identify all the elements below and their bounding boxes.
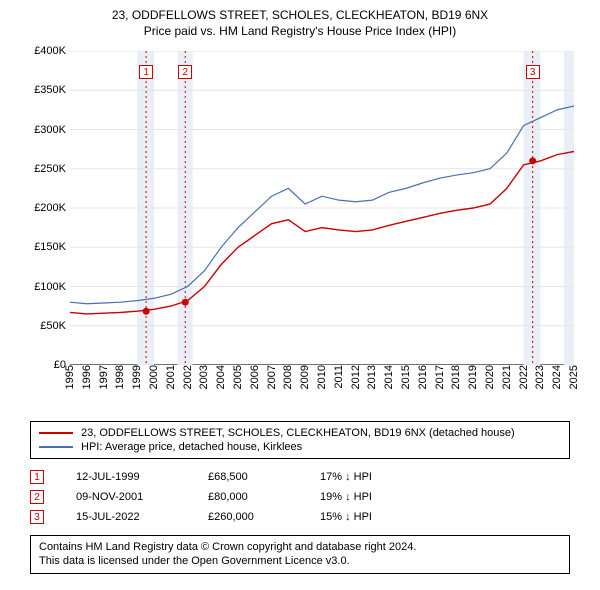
x-axis-label: 2025 bbox=[568, 365, 580, 405]
attribution: Contains HM Land Registry data © Crown c… bbox=[30, 535, 570, 574]
sale-marker-2: 2 bbox=[30, 490, 44, 504]
x-axis-label: 2008 bbox=[282, 365, 294, 405]
sale-date: 09-NOV-2001 bbox=[76, 491, 176, 503]
legend-item: HPI: Average price, detached house, Kirk… bbox=[39, 440, 561, 454]
x-axis-label: 2005 bbox=[232, 365, 244, 405]
legend-item: 23, ODDFELLOWS STREET, SCHOLES, CLECKHEA… bbox=[39, 426, 561, 440]
x-axis-label: 2003 bbox=[198, 365, 210, 405]
x-axis-label: 1999 bbox=[131, 365, 143, 405]
x-axis-label: 2011 bbox=[333, 365, 345, 405]
sale-pct-vs-hpi: 17% ↓ HPI bbox=[320, 471, 440, 483]
x-axis-label: 1996 bbox=[81, 365, 93, 405]
x-axis-label: 1997 bbox=[98, 365, 110, 405]
sale-date: 15-JUL-2022 bbox=[76, 511, 176, 523]
legend-label: 23, ODDFELLOWS STREET, SCHOLES, CLECKHEA… bbox=[81, 427, 515, 439]
sale-pct-vs-hpi: 15% ↓ HPI bbox=[320, 511, 440, 523]
chart-title-line2: Price paid vs. HM Land Registry's House … bbox=[8, 24, 592, 40]
chart-svg bbox=[70, 51, 574, 365]
x-axis-label: 2006 bbox=[249, 365, 261, 405]
y-axis-label: £100K bbox=[20, 281, 66, 293]
x-axis-label: 2021 bbox=[501, 365, 513, 405]
sale-price: £260,000 bbox=[208, 511, 288, 523]
x-axis-label: 2019 bbox=[467, 365, 479, 405]
sales-table: 1 12-JUL-1999 £68,500 17% ↓ HPI 2 09-NOV-2001… bbox=[30, 467, 570, 527]
x-axis-label: 2023 bbox=[534, 365, 546, 405]
x-axis-label: 1995 bbox=[64, 365, 76, 405]
sale-marker-1: 1 bbox=[30, 470, 44, 484]
x-axis-label: 2017 bbox=[434, 365, 446, 405]
sale-marker-1: 1 bbox=[139, 65, 153, 79]
x-axis-label: 2012 bbox=[350, 365, 362, 405]
x-axis-label: 2010 bbox=[316, 365, 328, 405]
y-axis-label: £400K bbox=[20, 45, 66, 57]
sale-marker-2: 2 bbox=[178, 65, 192, 79]
x-axis-label: 2020 bbox=[484, 365, 496, 405]
sale-pct-vs-hpi: 19% ↓ HPI bbox=[320, 491, 440, 503]
sale-date: 12-JUL-1999 bbox=[76, 471, 176, 483]
legend: 23, ODDFELLOWS STREET, SCHOLES, CLECKHEA… bbox=[30, 421, 570, 459]
sale-row: 2 09-NOV-2001 £80,000 19% ↓ HPI bbox=[30, 487, 570, 507]
x-axis-label: 2004 bbox=[215, 365, 227, 405]
y-axis-label: £200K bbox=[20, 202, 66, 214]
sale-row: 3 15-JUL-2022 £260,000 15% ↓ HPI bbox=[30, 507, 570, 527]
x-axis-label: 2007 bbox=[266, 365, 278, 405]
x-axis-label: 2024 bbox=[551, 365, 563, 405]
x-axis-label: 2022 bbox=[518, 365, 530, 405]
legend-label: HPI: Average price, detached house, Kirk… bbox=[81, 441, 302, 453]
x-axis-label: 2016 bbox=[417, 365, 429, 405]
x-axis-label: 2001 bbox=[165, 365, 177, 405]
attribution-line2: This data is licensed under the Open Gov… bbox=[39, 554, 561, 568]
y-axis-label: £50K bbox=[20, 320, 66, 332]
x-axis-label: 2013 bbox=[366, 365, 378, 405]
chart-container: £0 £50K £100K £150K £200K £250K £300K £350K £400… bbox=[20, 45, 580, 415]
attribution-line1: Contains HM Land Registry data © Crown c… bbox=[39, 540, 561, 554]
x-axis-label: 2009 bbox=[299, 365, 311, 405]
x-axis-label: 2015 bbox=[400, 365, 412, 405]
chart-title-line1: 23, ODDFELLOWS STREET, SCHOLES, CLECKHEA… bbox=[8, 8, 592, 24]
y-axis-label: £250K bbox=[20, 163, 66, 175]
x-axis-label: 2014 bbox=[383, 365, 395, 405]
y-axis-label: £300K bbox=[20, 124, 66, 136]
x-axis-label: 2000 bbox=[148, 365, 160, 405]
x-axis-label: 2018 bbox=[450, 365, 462, 405]
sale-marker-3: 3 bbox=[30, 510, 44, 524]
y-axis-label: £0 bbox=[20, 359, 66, 371]
plot-area: 1 2 3 bbox=[70, 51, 574, 365]
x-axis-label: 1998 bbox=[114, 365, 126, 405]
sale-row: 1 12-JUL-1999 £68,500 17% ↓ HPI bbox=[30, 467, 570, 487]
y-axis-label: £150K bbox=[20, 241, 66, 253]
sale-price: £68,500 bbox=[208, 471, 288, 483]
x-axis-label: 2002 bbox=[182, 365, 194, 405]
legend-swatch bbox=[39, 432, 73, 434]
sale-marker-3: 3 bbox=[526, 65, 540, 79]
legend-swatch bbox=[39, 446, 73, 448]
y-axis-label: £350K bbox=[20, 84, 66, 96]
sale-price: £80,000 bbox=[208, 491, 288, 503]
